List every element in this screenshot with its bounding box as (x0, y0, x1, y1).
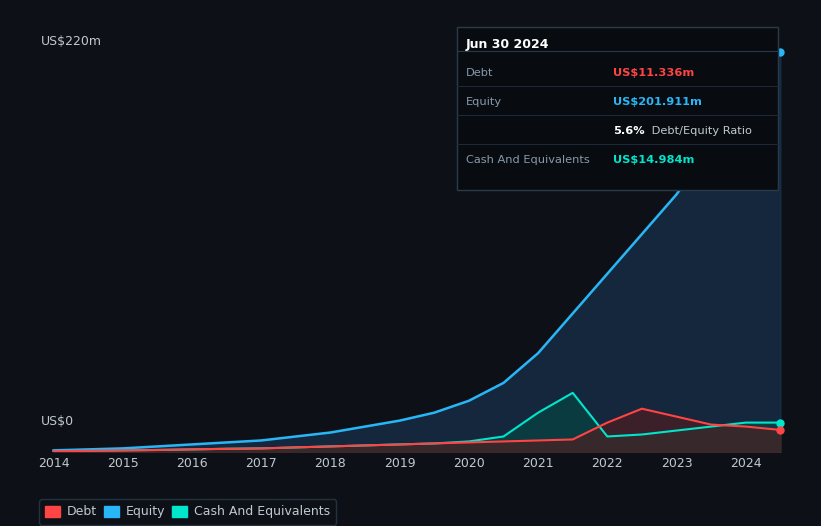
Text: US$14.984m: US$14.984m (613, 155, 695, 165)
Text: US$11.336m: US$11.336m (613, 68, 695, 78)
Text: 5.6%: 5.6% (613, 126, 645, 136)
Text: Debt: Debt (466, 68, 493, 78)
Text: Cash And Equivalents: Cash And Equivalents (466, 155, 589, 165)
Text: US$0: US$0 (40, 416, 74, 428)
Text: US$220m: US$220m (40, 35, 102, 48)
Legend: Debt, Equity, Cash And Equivalents: Debt, Equity, Cash And Equivalents (39, 499, 336, 525)
Text: Equity: Equity (466, 97, 502, 107)
Text: Debt/Equity Ratio: Debt/Equity Ratio (648, 126, 752, 136)
Text: Jun 30 2024: Jun 30 2024 (466, 38, 549, 51)
Text: US$201.911m: US$201.911m (613, 97, 702, 107)
